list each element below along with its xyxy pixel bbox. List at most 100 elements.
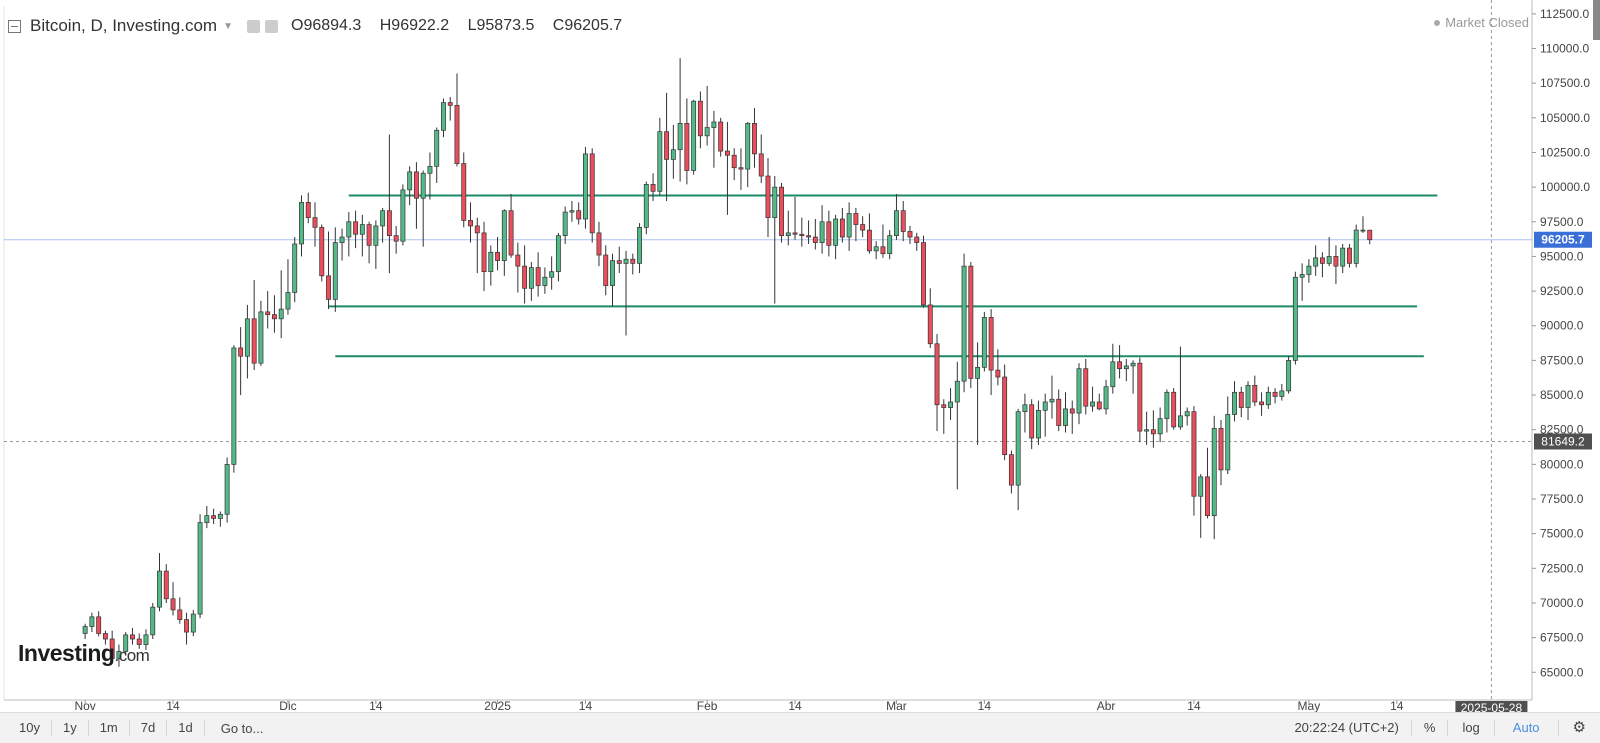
candle[interactable] [495, 237, 501, 271]
candle[interactable] [1015, 408, 1021, 511]
candle[interactable] [894, 194, 899, 240]
candle[interactable] [1313, 245, 1319, 276]
candlestick-chart[interactable]: 65000.0 67500.0 70000.0 72500.0 75000.0 77500… [0, 0, 1600, 715]
candle[interactable] [738, 148, 744, 190]
candle[interactable] [1002, 364, 1008, 461]
candle[interactable] [1319, 252, 1325, 278]
goto-button[interactable]: Go to... [220, 720, 264, 736]
scrollbar-handle[interactable] [1593, 0, 1600, 40]
candle[interactable] [82, 623, 88, 640]
candle[interactable] [332, 227, 338, 312]
candle[interactable] [1130, 360, 1136, 394]
candle[interactable] [900, 200, 906, 242]
candle[interactable] [1299, 263, 1305, 301]
eye-icon[interactable] [246, 19, 260, 33]
candles[interactable] [82, 58, 1373, 667]
candle[interactable] [711, 110, 717, 168]
candle[interactable] [1029, 399, 1035, 450]
candle[interactable] [589, 148, 595, 243]
candle[interactable] [535, 252, 541, 297]
candle[interactable] [765, 158, 771, 238]
percent-toggle[interactable]: % [1410, 720, 1448, 736]
candle[interactable] [292, 237, 298, 303]
candle[interactable] [1367, 229, 1373, 245]
candle[interactable] [501, 209, 507, 276]
candle[interactable] [1137, 357, 1143, 443]
candle[interactable] [1347, 243, 1352, 268]
candle[interactable] [1083, 359, 1089, 415]
candle[interactable] [1252, 375, 1258, 407]
gear-icon[interactable] [264, 19, 278, 33]
candle[interactable] [704, 85, 710, 146]
candle[interactable] [102, 630, 108, 645]
candle[interactable] [758, 134, 764, 183]
candle[interactable] [1056, 389, 1062, 432]
candle[interactable] [123, 632, 129, 656]
candle[interactable] [975, 342, 981, 445]
candle[interactable] [623, 250, 629, 336]
candle[interactable] [981, 311, 987, 372]
candle[interactable] [1164, 389, 1170, 433]
candle[interactable] [819, 205, 825, 254]
candle[interactable] [339, 228, 345, 261]
candle[interactable] [143, 629, 149, 651]
candle[interactable] [468, 202, 473, 243]
candle[interactable] [731, 148, 737, 181]
candle[interactable] [1353, 224, 1359, 268]
candle[interactable] [197, 514, 203, 619]
candle[interactable] [204, 505, 210, 529]
timeframe-1y[interactable]: 1y [52, 720, 89, 736]
candle[interactable] [434, 127, 440, 183]
candle[interactable] [650, 173, 656, 201]
candle[interactable] [1144, 411, 1150, 445]
candle[interactable] [488, 245, 494, 286]
candle[interactable] [1076, 363, 1082, 425]
time-axis[interactable]: Nov 14 Dic 14 2025 14 Feb 14 Mar 14 Abr 14 May 14 [74, 699, 1403, 713]
collapse-icon[interactable] [8, 19, 21, 33]
candle[interactable] [1340, 243, 1346, 274]
candle[interactable] [150, 602, 156, 640]
candle[interactable] [528, 261, 534, 301]
candle[interactable] [380, 207, 386, 243]
candle[interactable] [109, 630, 115, 663]
candle[interactable] [907, 225, 913, 244]
candle[interactable] [1171, 388, 1177, 430]
candle[interactable] [745, 121, 751, 188]
candle[interactable] [677, 58, 683, 182]
candle[interactable] [1184, 407, 1190, 426]
timeframe-7d[interactable]: 7d [130, 720, 168, 736]
candle[interactable] [792, 196, 798, 240]
candle[interactable] [177, 597, 183, 624]
candle[interactable] [610, 253, 615, 307]
candle[interactable] [569, 200, 575, 222]
candle[interactable] [691, 99, 697, 175]
candle[interactable] [1272, 388, 1278, 404]
candle[interactable] [697, 91, 703, 149]
candle[interactable] [833, 214, 839, 260]
candle[interactable] [1123, 359, 1129, 382]
candle[interactable] [941, 399, 947, 434]
candle[interactable] [184, 612, 189, 645]
candle[interactable] [366, 221, 372, 264]
candle[interactable] [224, 457, 230, 523]
candle[interactable] [630, 253, 636, 275]
candle[interactable] [461, 152, 467, 228]
candle[interactable] [1245, 381, 1251, 420]
candle[interactable] [116, 644, 122, 667]
candle[interactable] [136, 633, 142, 649]
candle[interactable] [1035, 400, 1041, 445]
candle[interactable] [1306, 259, 1312, 283]
candle[interactable] [299, 195, 304, 257]
candle[interactable] [481, 221, 487, 292]
candle[interactable] [265, 291, 271, 329]
candle[interactable] [779, 182, 784, 243]
candle[interactable] [724, 121, 730, 215]
candle[interactable] [190, 609, 196, 637]
candle[interactable] [839, 207, 845, 243]
candle[interactable] [968, 261, 974, 389]
candle[interactable] [1286, 356, 1292, 394]
candle[interactable] [752, 108, 757, 168]
candle[interactable] [1063, 392, 1068, 433]
candle[interactable] [1198, 474, 1204, 538]
candle[interactable] [880, 224, 886, 258]
